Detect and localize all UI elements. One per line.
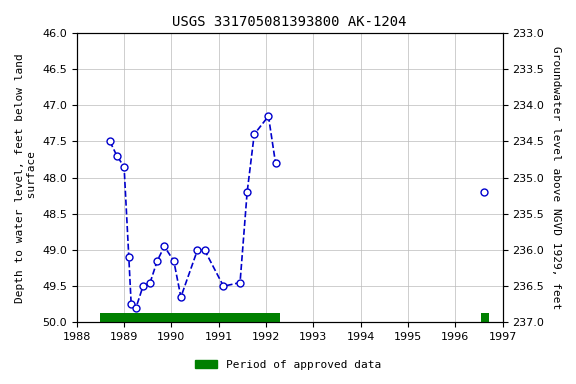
Y-axis label: Groundwater level above NGVD 1929, feet: Groundwater level above NGVD 1929, feet	[551, 46, 561, 309]
Y-axis label: Depth to water level, feet below land
 surface: Depth to water level, feet below land su…	[15, 53, 37, 303]
Legend: Period of approved data: Period of approved data	[191, 356, 385, 375]
Bar	[100, 313, 281, 323]
Bar	[482, 313, 490, 323]
Title: USGS 331705081393800 AK-1204: USGS 331705081393800 AK-1204	[172, 15, 407, 29]
